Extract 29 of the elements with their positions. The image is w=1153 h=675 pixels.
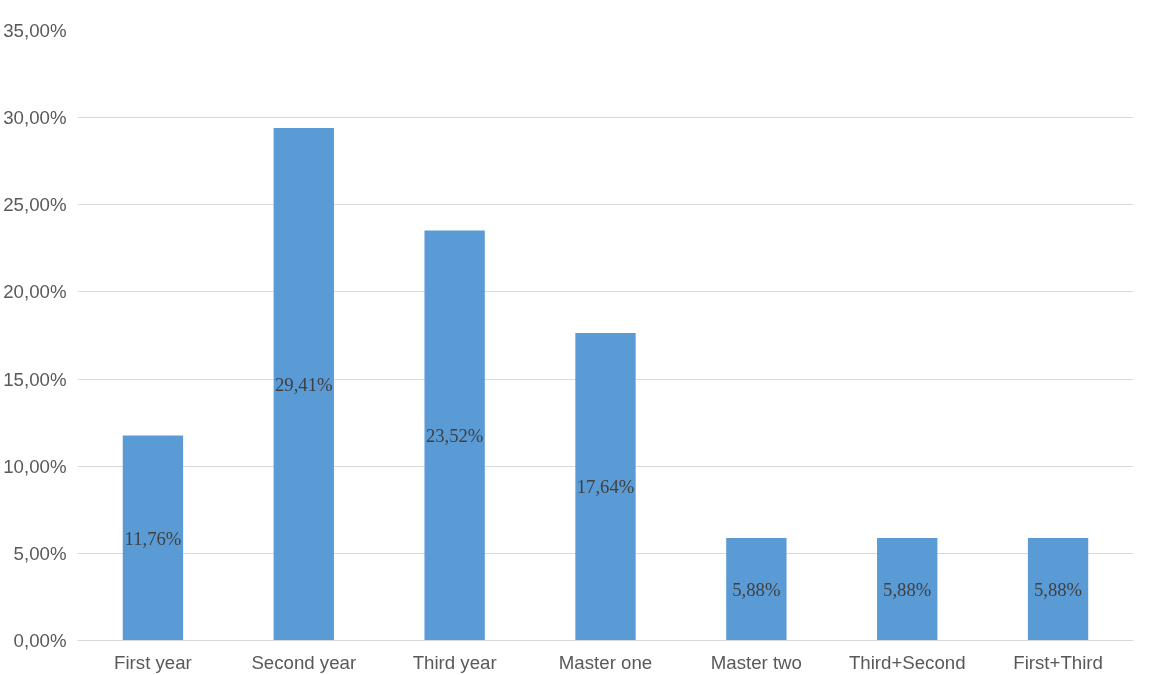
x-tick-label: Second year [251,651,357,673]
data-label: 17,64% [576,476,635,498]
y-tick-label: 15,00% [3,368,67,390]
x-tick-label: Master two [710,651,802,673]
x-tick-label: Third+Second [848,651,966,673]
x-tick-label: First year [114,651,192,673]
bar [575,333,636,641]
y-tick-label: 10,00% [3,455,67,477]
bar [1027,538,1089,641]
y-tick-label: 0,00% [13,630,67,651]
data-label: 23,52% [425,425,484,447]
x-tick-label: Third year [412,651,497,673]
y-tick-label: 20,00% [3,281,67,303]
data-label: 5,88% [1033,578,1083,600]
y-tick-label: 5,00% [13,542,67,564]
data-label: 5,88% [732,578,781,600]
y-tick-label: 25,00% [3,194,67,216]
y-tick-label: 30,00% [3,107,67,129]
bar [122,435,184,641]
x-tick-label: Master one [558,651,653,673]
data-label: 5,88% [883,578,932,600]
data-label: 11,76% [124,527,182,549]
bar [877,538,938,641]
y-tick-label: 35,00% [3,20,67,41]
bar [273,127,334,641]
bar [424,230,485,641]
x-tick-label: First+Third [1013,651,1103,673]
bar [726,538,787,641]
data-label: 29,41% [275,373,333,395]
